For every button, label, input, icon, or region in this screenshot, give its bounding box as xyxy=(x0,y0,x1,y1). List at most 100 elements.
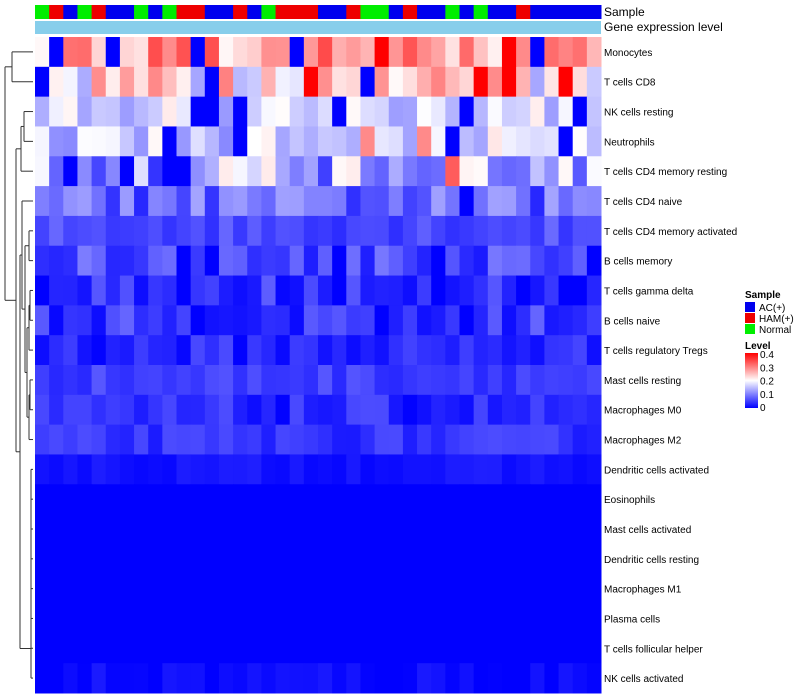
heatmap-cell xyxy=(148,514,163,545)
heatmap-cell xyxy=(91,335,107,366)
heatmap-cell xyxy=(247,633,262,664)
heatmap-cell xyxy=(289,663,305,694)
heatmap-cell xyxy=(402,454,418,485)
heatmap-cell xyxy=(516,37,531,68)
heatmap-cell xyxy=(275,305,291,336)
heatmap-cell xyxy=(558,633,574,664)
heatmap-cell xyxy=(275,66,291,98)
heatmap-cell xyxy=(516,424,531,455)
heatmap-cell xyxy=(148,156,163,187)
heatmap-cell xyxy=(275,156,291,187)
heatmap-cell xyxy=(318,156,333,187)
heatmap-cell xyxy=(530,663,545,694)
heatmap-cell xyxy=(332,335,347,366)
heatmap-cell xyxy=(346,66,361,98)
heatmap-cell xyxy=(233,365,248,396)
heatmap-cell xyxy=(148,573,163,605)
heatmap-cell xyxy=(218,305,234,336)
heatmap-cell xyxy=(516,484,531,515)
heatmap-cell xyxy=(360,424,376,455)
heatmap-cell xyxy=(77,603,93,634)
heatmap-cell xyxy=(530,633,545,664)
heatmap-cell xyxy=(261,484,277,515)
heatmap-cell xyxy=(332,305,347,336)
sample-annotation-cell xyxy=(530,5,545,19)
row-label: Dendritic cells resting xyxy=(604,555,699,566)
heatmap-cell xyxy=(119,215,135,247)
heatmap-cell xyxy=(77,454,93,485)
heatmap-cell xyxy=(388,543,404,575)
sample-annotation-cell xyxy=(586,5,602,19)
heatmap-cell xyxy=(275,186,291,217)
heatmap-cell xyxy=(572,215,588,247)
heatmap-cell xyxy=(572,454,588,485)
heatmap-cell xyxy=(303,156,319,187)
heatmap-cell xyxy=(49,186,64,217)
heatmap-cell xyxy=(233,186,248,217)
sample-annotation-cell xyxy=(176,5,192,19)
heatmap-cell xyxy=(544,365,560,396)
heatmap-cell xyxy=(289,573,305,605)
heatmap-cell xyxy=(402,394,418,426)
heatmap-cell xyxy=(318,275,333,306)
heatmap-cell xyxy=(332,215,347,247)
row-label: T cells CD8 xyxy=(604,78,656,89)
heatmap-cell xyxy=(119,156,135,187)
heatmap-cell xyxy=(247,37,262,68)
heatmap-cell xyxy=(218,96,234,127)
heatmap-cell xyxy=(105,663,121,694)
heatmap-cell xyxy=(572,37,588,68)
heatmap-cell xyxy=(318,514,333,545)
heatmap-cell xyxy=(544,543,560,575)
heatmap-cell xyxy=(162,603,177,634)
heatmap-cell xyxy=(346,633,361,664)
heatmap-cell xyxy=(247,335,262,366)
heatmap-cell xyxy=(473,305,489,336)
heatmap-cell xyxy=(35,126,50,157)
heatmap-cell xyxy=(247,394,262,426)
heatmap-cell xyxy=(63,335,78,366)
heatmap-cell xyxy=(431,394,446,426)
heatmap-cell xyxy=(572,394,588,426)
gene-expression-annotation-bar xyxy=(35,21,601,34)
heatmap-cell xyxy=(49,514,64,545)
heatmap-cell xyxy=(77,394,93,426)
heatmap-cell xyxy=(35,394,50,426)
heatmap-cell xyxy=(77,37,93,68)
heatmap-cell xyxy=(218,126,234,157)
heatmap-cell xyxy=(176,245,192,277)
sample-annotation-cell xyxy=(247,5,262,19)
heatmap-cell xyxy=(218,365,234,396)
heatmap-cell xyxy=(134,66,149,98)
heatmap-cell xyxy=(332,484,347,515)
heatmap-cell xyxy=(346,394,361,426)
heatmap-cell xyxy=(190,66,206,98)
heatmap-cell xyxy=(544,663,560,694)
heatmap-cell xyxy=(445,126,460,157)
heatmap-cell xyxy=(586,96,602,127)
heatmap-cell xyxy=(473,335,489,366)
heatmap-cell xyxy=(431,365,446,396)
heatmap-cell xyxy=(176,424,192,455)
heatmap-cell xyxy=(148,335,163,366)
heatmap-cell xyxy=(459,37,475,68)
heatmap-cell xyxy=(148,186,163,217)
row-label: B cells memory xyxy=(604,257,672,268)
heatmap-cell xyxy=(63,543,78,575)
heatmap-cell xyxy=(176,156,192,187)
heatmap-cell xyxy=(402,633,418,664)
heatmap-cell xyxy=(487,454,503,485)
heatmap-cell xyxy=(289,484,305,515)
legend-level-tick: 0.2 xyxy=(760,377,774,388)
heatmap-cell xyxy=(63,215,78,247)
sample-annotation-cell xyxy=(233,5,248,19)
heatmap-cell xyxy=(501,305,517,336)
heatmap-cell xyxy=(346,603,361,634)
heatmap-cell xyxy=(261,573,277,605)
heatmap-cell xyxy=(417,245,432,277)
heatmap-cell xyxy=(105,305,121,336)
heatmap-cell xyxy=(402,543,418,575)
heatmap-cell xyxy=(544,66,560,98)
annotation-label-sample: Sample xyxy=(604,5,645,19)
heatmap-cell xyxy=(431,156,446,187)
